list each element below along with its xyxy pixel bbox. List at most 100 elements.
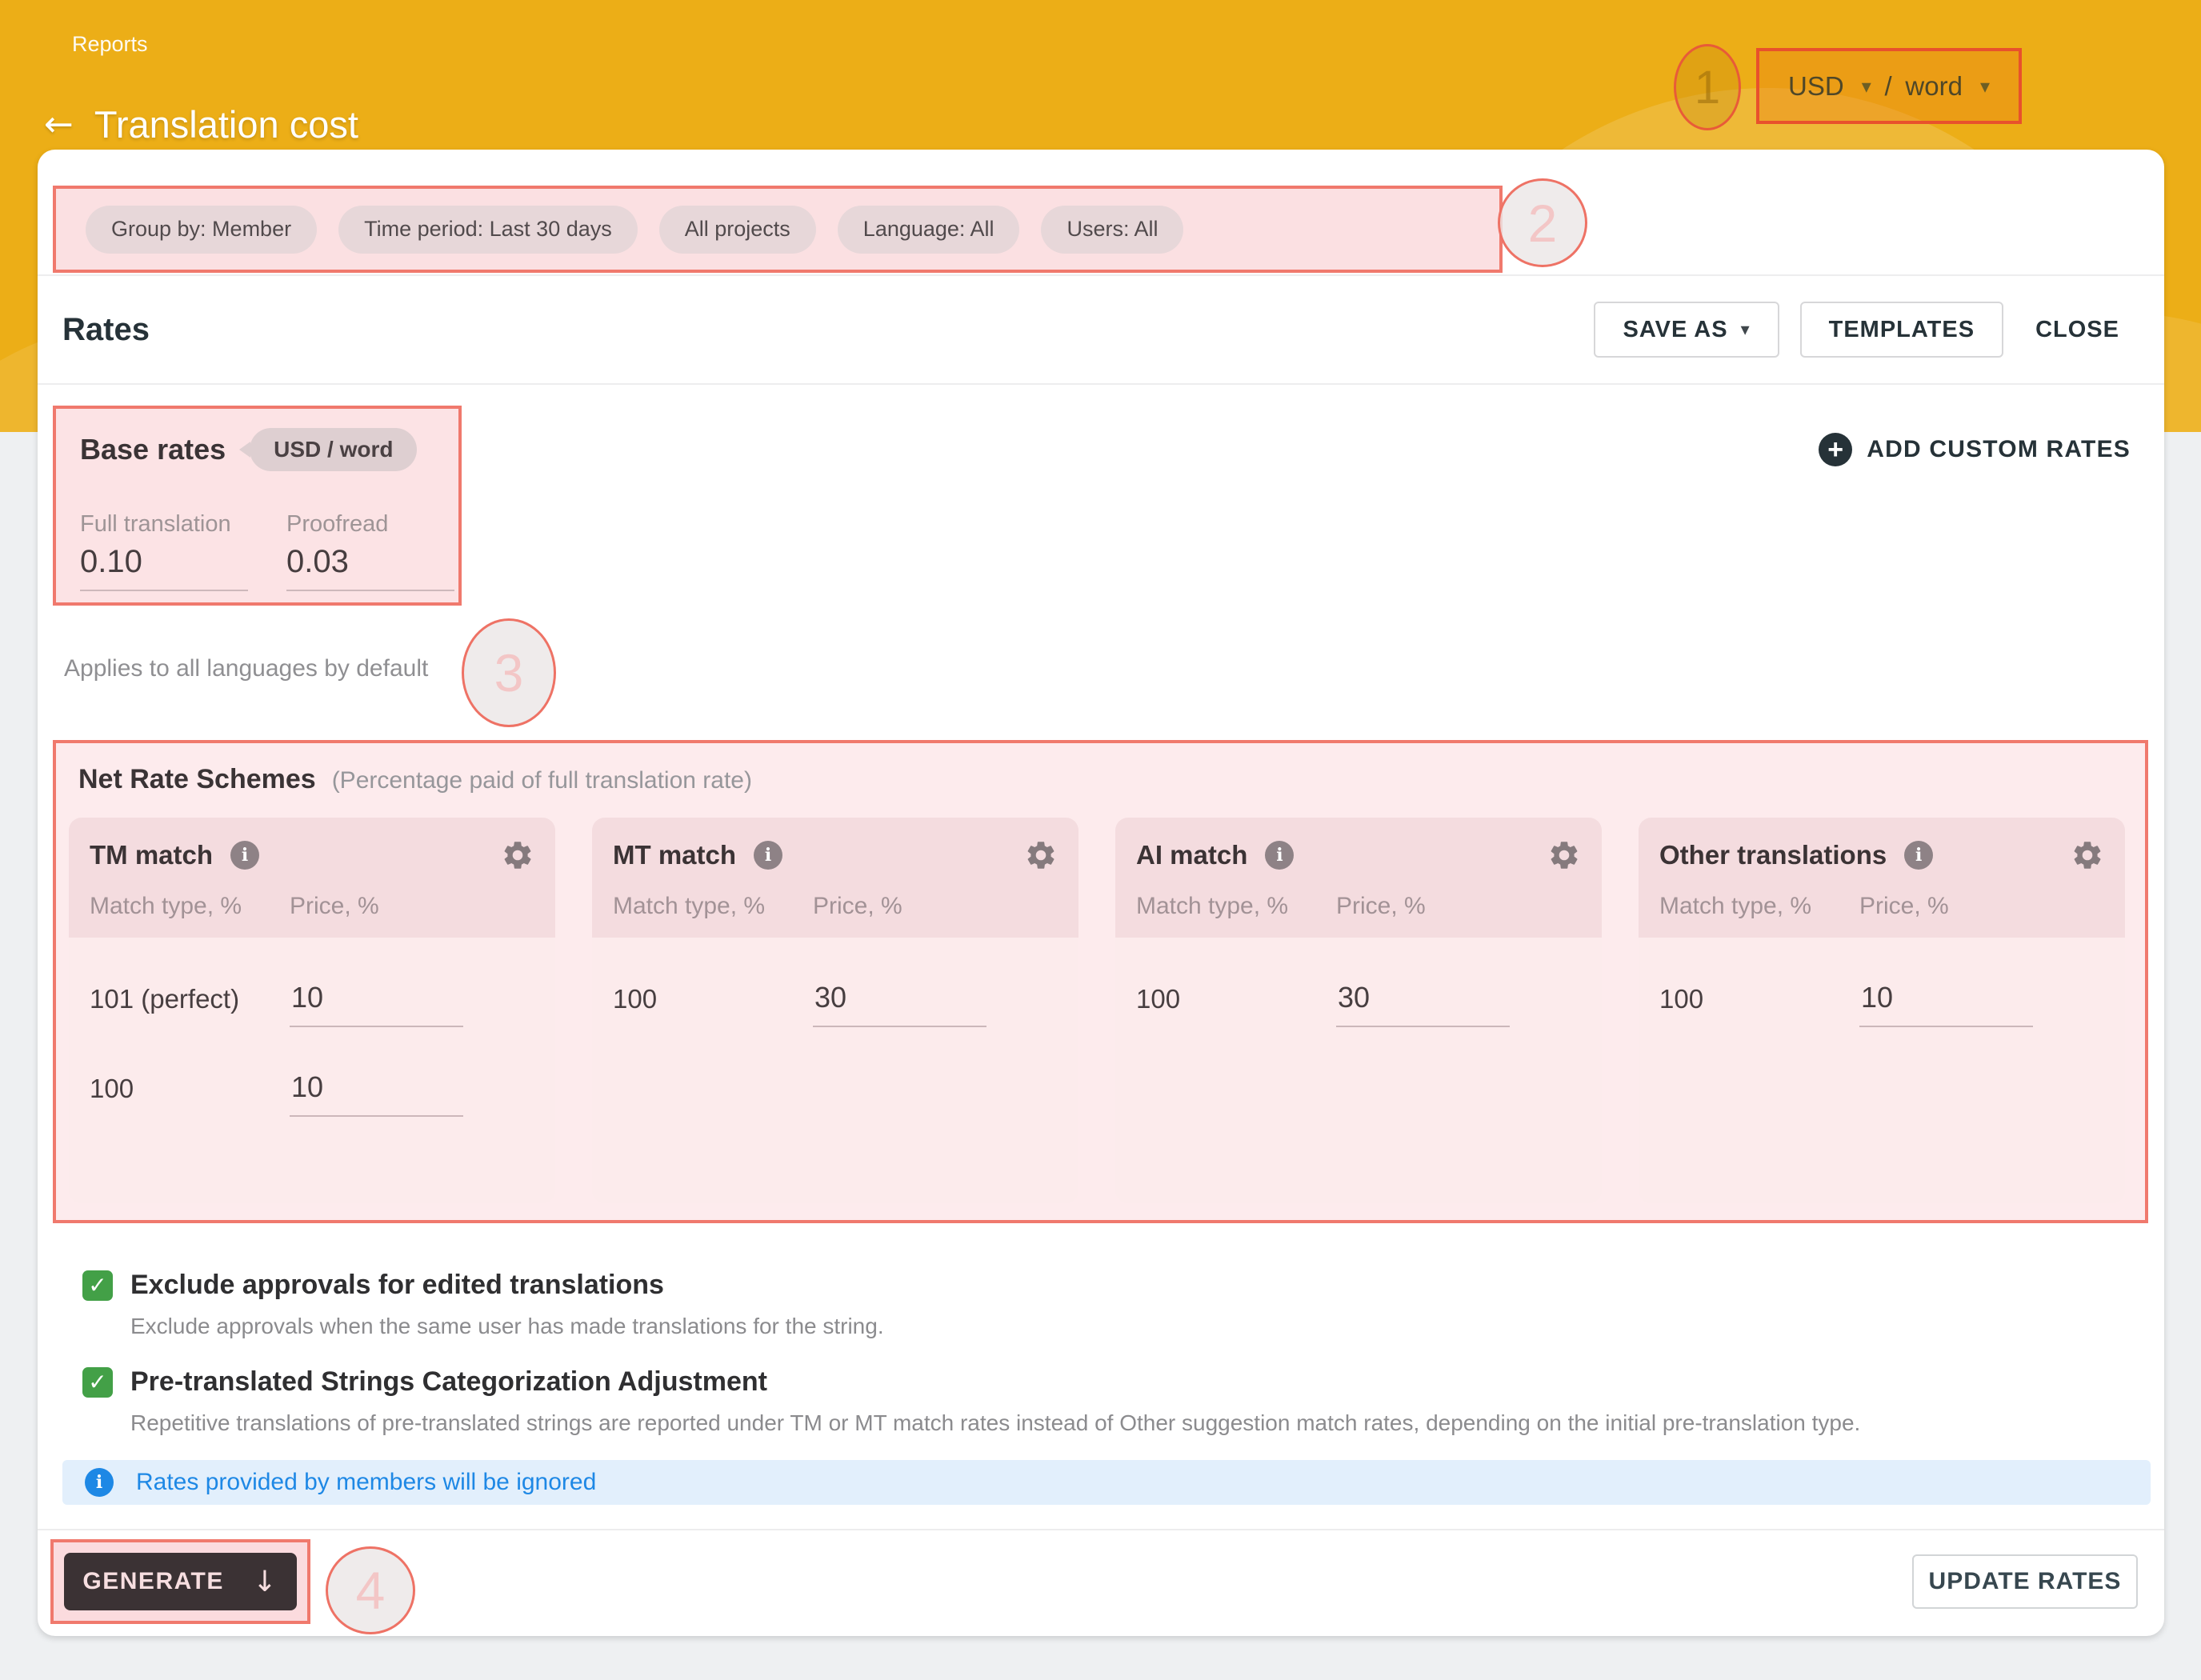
annotation-step-2: 2 xyxy=(1498,178,1587,267)
templates-button[interactable]: TEMPLATES xyxy=(1799,302,2004,358)
currency-value: USD xyxy=(1788,70,1844,101)
divider xyxy=(38,1529,2164,1530)
match-type-column-header: Match type, % xyxy=(613,893,766,919)
net-rate-schemes-subtitle: (Percentage paid of full translation rat… xyxy=(331,767,752,794)
net-rate-schemes-title: Net Rate Schemes xyxy=(78,764,316,794)
generate-highlight-box: GENERATE ↓ xyxy=(50,1539,310,1624)
filter-chip-users[interactable]: Users: All xyxy=(1041,205,1184,254)
annotation-step-3-number: 3 xyxy=(494,643,524,702)
rate-card-title: AI match xyxy=(1136,840,1248,870)
annotation-step-2-number: 2 xyxy=(1527,193,1558,253)
price-column-header: Price, % xyxy=(1336,893,1426,919)
divider xyxy=(38,274,2164,276)
match-type-column-header: Match type, % xyxy=(1136,893,1289,919)
currency-unit-badge: USD / word xyxy=(239,428,418,471)
unit-value: word xyxy=(1905,70,1963,101)
update-rates-button[interactable]: UPDATE RATES xyxy=(1912,1554,2138,1609)
annotation-step-4-number: 4 xyxy=(355,1561,386,1620)
arrow-down-icon: ↓ xyxy=(252,1565,278,1598)
rate-card-title: TM match xyxy=(90,840,214,870)
save-as-label: SAVE AS xyxy=(1623,316,1728,342)
option-label: Exclude approvals for edited translation… xyxy=(130,1270,664,1300)
divider xyxy=(38,383,2164,385)
full-translation-label: Full translation xyxy=(80,511,231,537)
option-description: Repetitive translations of pre-translate… xyxy=(130,1410,1861,1435)
generate-label: GENERATE xyxy=(82,1568,224,1594)
rate-card-other-translations: Other translations i Match type, % Price… xyxy=(1639,818,2125,1203)
price-input[interactable] xyxy=(1336,981,1510,1027)
price-input[interactable] xyxy=(813,981,986,1027)
checkbox-checked[interactable]: ✓ xyxy=(82,1366,113,1398)
match-type-value: 100 xyxy=(1136,984,1181,1014)
option-description: Exclude approvals when the same user has… xyxy=(130,1314,884,1338)
info-icon[interactable]: i xyxy=(1904,841,1934,870)
price-column-header: Price, % xyxy=(290,893,379,919)
info-icon[interactable]: i xyxy=(1265,841,1295,870)
plus-icon: + xyxy=(1819,433,1853,466)
match-type-value: 101 (perfect) xyxy=(90,984,240,1014)
annotation-step-3: 3 xyxy=(462,618,556,727)
annotation-step-4: 4 xyxy=(326,1546,415,1634)
price-column-header: Price, % xyxy=(813,893,902,919)
filter-chip-group-by[interactable]: Group by: Member xyxy=(86,205,318,254)
save-as-button[interactable]: SAVE AS ▾ xyxy=(1594,302,1779,358)
match-type-column-header: Match type, % xyxy=(1659,893,1812,919)
option-exclude-approvals: ✓ Exclude approvals for edited translati… xyxy=(82,1270,2164,1339)
match-type-value: 100 xyxy=(90,1074,134,1103)
gear-icon[interactable] xyxy=(2071,838,2104,872)
checkbox-checked[interactable]: ✓ xyxy=(82,1270,113,1301)
rate-card-title: MT match xyxy=(613,840,737,870)
rates-section-title: Rates xyxy=(62,311,150,347)
chevron-down-icon: ▾ xyxy=(1740,319,1751,340)
filter-chip-time-period[interactable]: Time period: Last 30 days xyxy=(338,205,638,254)
base-rates-title: Base rates xyxy=(80,433,226,466)
gear-icon[interactable] xyxy=(1024,838,1058,872)
currency-dropdown[interactable]: USD ▾ xyxy=(1788,71,1871,102)
filters-highlight-box: Group by: Member Time period: Last 30 da… xyxy=(53,186,1503,273)
net-rate-schemes-highlight-box: Net Rate Schemes (Percentage paid of ful… xyxy=(53,740,2148,1223)
rate-card-mt-match: MT match i Match type, % Price, % 100 xyxy=(592,818,1078,1203)
info-icon: i xyxy=(85,1468,114,1497)
price-input[interactable] xyxy=(1859,981,2033,1027)
templates-label: TEMPLATES xyxy=(1828,316,1975,342)
base-rates-highlight-box: Base rates USD / word Full translation P… xyxy=(53,406,462,606)
info-banner-text: Rates provided by members will be ignore… xyxy=(136,1469,597,1495)
option-pretranslated-adjustment: ✓ Pre-translated Strings Categorization … xyxy=(82,1366,2164,1436)
price-column-header: Price, % xyxy=(1859,893,1949,919)
full-translation-input[interactable] xyxy=(80,538,248,591)
add-custom-rates-label: ADD CUSTOM RATES xyxy=(1867,436,2131,462)
add-custom-rates-button[interactable]: + ADD CUSTOM RATES xyxy=(1819,433,2131,466)
proofread-label: Proofread xyxy=(286,511,389,537)
rate-card-tm-match: TM match i Match type, % Price, % 101 (p… xyxy=(69,818,555,1203)
currency-unit-separator: / xyxy=(1884,70,1892,101)
option-label: Pre-translated Strings Categorization Ad… xyxy=(130,1366,767,1397)
breadcrumb[interactable]: Reports xyxy=(72,32,148,56)
gear-icon[interactable] xyxy=(501,838,534,872)
currency-unit-selector[interactable]: USD ▾ / word ▾ xyxy=(1756,48,2022,124)
gear-icon[interactable] xyxy=(1547,838,1581,872)
price-input[interactable] xyxy=(290,1070,463,1117)
report-settings-card: Group by: Member Time period: Last 30 da… xyxy=(38,150,2164,1636)
unit-dropdown[interactable]: word ▾ xyxy=(1905,71,1990,102)
applies-note: Applies to all languages by default xyxy=(64,655,429,682)
match-type-value: 100 xyxy=(1659,984,1704,1014)
rate-card-title: Other translations xyxy=(1659,840,1887,870)
proofread-input[interactable] xyxy=(286,538,454,591)
annotation-step-1: 1 xyxy=(1674,44,1741,130)
filter-chip-language[interactable]: Language: All xyxy=(837,205,1020,254)
back-arrow-icon[interactable]: ← xyxy=(44,103,74,145)
page-title: Translation cost xyxy=(94,103,358,146)
close-button[interactable]: CLOSE xyxy=(2035,316,2119,342)
info-icon[interactable]: i xyxy=(754,841,783,870)
rate-card-ai-match: AI match i Match type, % Price, % 100 xyxy=(1115,818,1602,1203)
filter-chip-projects[interactable]: All projects xyxy=(658,205,816,254)
price-input[interactable] xyxy=(290,981,463,1027)
chevron-down-icon: ▾ xyxy=(1979,74,1990,98)
annotation-step-1-number: 1 xyxy=(1694,61,1721,114)
info-banner: i Rates provided by members will be igno… xyxy=(62,1460,2151,1505)
match-type-column-header: Match type, % xyxy=(90,893,242,919)
match-type-value: 100 xyxy=(613,984,658,1014)
info-icon[interactable]: i xyxy=(230,841,260,870)
generate-button[interactable]: GENERATE ↓ xyxy=(64,1553,297,1610)
